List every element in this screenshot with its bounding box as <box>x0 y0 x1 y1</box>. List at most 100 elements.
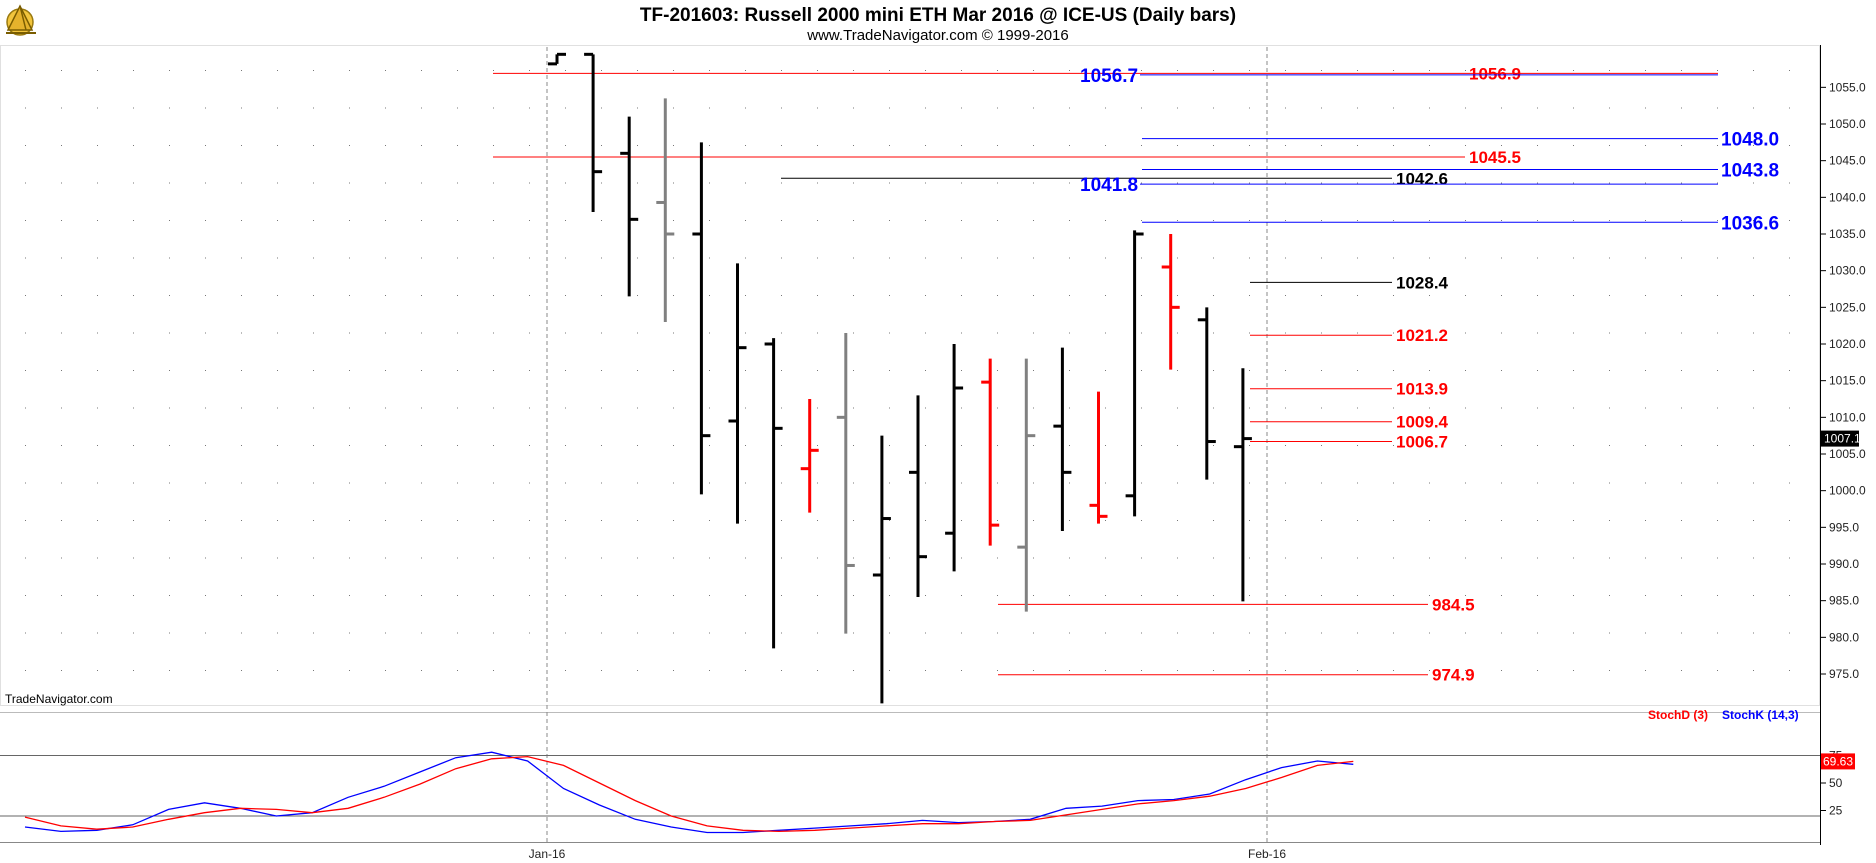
grid-dot <box>961 482 962 484</box>
watermark-text: TradeNavigator.com <box>5 692 113 706</box>
grid-dot <box>1393 670 1394 671</box>
grid-dot <box>25 632 26 634</box>
grid-dot <box>637 370 638 371</box>
grid-dot <box>457 595 458 596</box>
grid-dot <box>61 257 62 259</box>
grid-dot <box>673 107 674 109</box>
grid-dot <box>1033 295 1034 296</box>
grid-dot <box>169 482 170 484</box>
grid-dot <box>61 370 62 371</box>
grid-dot <box>673 370 674 371</box>
grid-dot <box>1681 407 1682 409</box>
grid-dot <box>169 407 170 409</box>
grid-dot <box>565 632 566 634</box>
grid-dot <box>1069 145 1070 146</box>
grid-dot <box>1537 632 1538 634</box>
grid-dot <box>1321 145 1322 146</box>
grid-dot <box>1033 257 1034 259</box>
grid-dot <box>1249 370 1250 371</box>
grid-dot <box>25 482 26 484</box>
grid-dot <box>637 295 638 296</box>
grid-dot <box>565 145 566 146</box>
grid-dot <box>1645 632 1646 634</box>
grid-dot <box>601 445 602 446</box>
grid-dot <box>673 70 674 71</box>
grid-dot <box>241 632 242 634</box>
grid-dot <box>1141 332 1142 334</box>
grid-dot <box>241 220 242 221</box>
grid-dot <box>1465 257 1466 259</box>
grid-dot <box>1033 107 1034 109</box>
grid-dot <box>421 595 422 596</box>
grid-dot <box>853 407 854 409</box>
grid-dot <box>1609 407 1610 409</box>
y-tick-label: 1050.0 <box>1829 117 1866 131</box>
grid-dot <box>997 182 998 184</box>
grid-dot <box>637 557 638 559</box>
grid-dot <box>349 295 350 296</box>
grid-dot <box>817 557 818 559</box>
grid-dot <box>133 332 134 334</box>
grid-dot <box>817 370 818 371</box>
grid-dot <box>961 257 962 259</box>
grid-dot <box>853 482 854 484</box>
grid-dot <box>349 632 350 634</box>
grid-dot <box>1357 407 1358 409</box>
grid-dot <box>853 332 854 334</box>
grid-dot <box>673 182 674 184</box>
grid-dot <box>1465 670 1466 671</box>
grid-dot <box>169 557 170 559</box>
price-level-label: 1028.4 <box>1396 273 1449 292</box>
grid-dot <box>1465 70 1466 71</box>
grid-dot <box>1789 220 1790 221</box>
grid-dot <box>997 370 998 371</box>
grid-dot <box>457 520 458 521</box>
grid-dot <box>1501 407 1502 409</box>
grid-dot <box>1069 557 1070 559</box>
grid-dot <box>1537 107 1538 109</box>
grid-dot <box>169 295 170 296</box>
grid-dot <box>781 595 782 596</box>
grid-dot <box>1213 370 1214 371</box>
y-tick-label: 1030.0 <box>1829 264 1866 278</box>
grid-dot <box>997 295 998 296</box>
grid-dot <box>1717 595 1718 596</box>
price-level-label: 1036.6 <box>1721 213 1779 234</box>
grid-dot <box>709 595 710 596</box>
grid-dot <box>97 70 98 71</box>
grid-dot <box>1465 520 1466 521</box>
grid-dot <box>1753 145 1754 146</box>
grid-dot <box>1285 295 1286 296</box>
grid-dot <box>673 257 674 259</box>
month-separators <box>546 47 1268 842</box>
grid-dot <box>1609 520 1610 521</box>
y-tick-label: 1040.0 <box>1829 190 1866 204</box>
grid-dot <box>781 520 782 521</box>
grid-dot <box>565 107 566 109</box>
grid-dot <box>1429 407 1430 409</box>
grid-dot <box>1573 182 1574 184</box>
grid-dot <box>1573 70 1574 71</box>
grid-dot <box>1681 370 1682 371</box>
grid-dot <box>493 482 494 484</box>
grid-dot <box>1681 332 1682 334</box>
grid-dot <box>25 332 26 334</box>
grid-dot <box>457 370 458 371</box>
grid-dot <box>709 295 710 296</box>
grid-dot <box>1033 145 1034 146</box>
ohlc-bar <box>872 435 891 704</box>
grid-dot <box>1753 520 1754 521</box>
grid-dot <box>61 632 62 634</box>
grid-dot <box>1105 182 1106 184</box>
ohlc-bar <box>548 52 566 66</box>
grid-dot <box>1213 107 1214 109</box>
grid-dot <box>457 632 458 634</box>
grid-dot <box>241 145 242 146</box>
grid-dot <box>241 595 242 596</box>
grid-dot <box>1609 257 1610 259</box>
grid-dot <box>385 632 386 634</box>
grid-dot <box>1033 595 1034 596</box>
grid-dot <box>1321 332 1322 334</box>
grid-dot <box>889 220 890 221</box>
grid-dot <box>1465 107 1466 109</box>
